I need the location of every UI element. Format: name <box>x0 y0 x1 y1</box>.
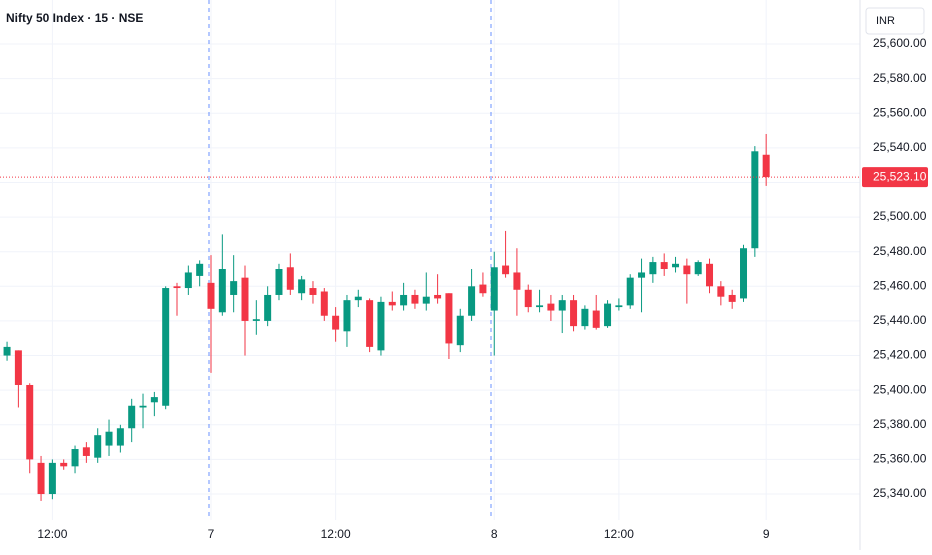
candle-body <box>388 301 396 306</box>
candle-body <box>252 319 260 321</box>
candle-body <box>82 447 90 456</box>
currency-label[interactable]: INR <box>876 15 895 27</box>
y-tick-label: 25,500.00 <box>873 209 927 223</box>
candle-body <box>320 291 328 316</box>
candle-body <box>128 405 136 429</box>
x-tick-label: 9 <box>763 527 770 541</box>
candle-body <box>196 263 204 276</box>
candle-body <box>241 277 249 321</box>
x-tick-label: 7 <box>208 527 215 541</box>
candle-body <box>570 300 578 327</box>
candle-body <box>672 263 680 268</box>
candle-body <box>184 272 192 289</box>
last-price-label: 25,523.10 <box>873 169 927 183</box>
candle-body <box>264 294 272 321</box>
y-tick-label: 25,400.00 <box>873 382 927 396</box>
candle-body <box>558 300 566 311</box>
candle-body <box>377 301 385 351</box>
y-tick-label: 25,560.00 <box>873 105 927 119</box>
candle-body <box>366 300 374 347</box>
candle-body <box>706 263 714 287</box>
candle-body <box>218 269 226 313</box>
candle-body <box>3 346 11 356</box>
candle-body <box>14 350 22 385</box>
candle-body <box>37 462 45 495</box>
candle-body <box>343 300 351 332</box>
candle-body <box>660 262 668 270</box>
candle-body <box>762 154 770 178</box>
y-tick-label: 25,540.00 <box>873 140 927 154</box>
candle-body <box>411 294 419 304</box>
candle-body <box>434 294 442 299</box>
y-tick-label: 25,340.00 <box>873 486 927 500</box>
candle-body <box>445 293 453 344</box>
x-tick-label: 8 <box>491 527 498 541</box>
candle-body <box>717 286 725 297</box>
candle-body <box>456 315 464 346</box>
candle-body <box>694 262 702 275</box>
candle-body <box>626 277 634 306</box>
candle-body <box>139 405 147 408</box>
candle-body <box>48 462 56 495</box>
candle-body <box>105 431 113 446</box>
candle-body <box>592 310 600 328</box>
candle-body <box>615 305 623 308</box>
candle-body <box>524 289 532 308</box>
candle-body <box>94 435 102 458</box>
candle-body <box>547 303 555 311</box>
y-tick-label: 25,380.00 <box>873 417 927 431</box>
grid <box>0 0 860 520</box>
candles <box>0 133 860 501</box>
candle-body <box>751 151 759 249</box>
candle-body <box>150 397 158 403</box>
candle-body <box>207 282 215 309</box>
candle-body <box>286 267 294 290</box>
currency-button[interactable] <box>865 7 925 35</box>
candle-body <box>332 315 340 330</box>
candle-body <box>683 265 691 275</box>
axes: 25,340.00 25,360.00 25,380.00 25,400.00 25,4… <box>37 36 928 541</box>
y-tick-label: 25,460.00 <box>873 278 927 292</box>
candle-body <box>479 284 487 294</box>
candle-body <box>298 279 306 294</box>
candle-body <box>536 305 544 308</box>
candle-body <box>275 269 283 295</box>
candle-body <box>604 303 612 327</box>
candle-body <box>513 272 521 290</box>
candle-body <box>728 294 736 302</box>
candle-body <box>490 267 498 311</box>
x-tick-label: 12:00 <box>321 527 351 541</box>
last-price-box <box>862 167 928 188</box>
candle-body <box>649 262 657 275</box>
candle-body <box>354 296 362 301</box>
candle-body <box>400 294 408 306</box>
candle-body <box>173 286 181 289</box>
candle-body <box>309 288 317 295</box>
y-tick-label: 25,600.00 <box>873 36 927 50</box>
candle-body <box>638 272 646 278</box>
candle-body <box>60 462 68 467</box>
y-tick-label: 25,420.00 <box>873 348 927 362</box>
candle-body <box>422 296 430 304</box>
x-tick-label: 12:00 <box>604 527 634 541</box>
candle-body <box>162 288 170 406</box>
x-tick-label: 12:00 <box>37 527 67 541</box>
candle-body <box>116 428 124 446</box>
y-tick-label: 25,480.00 <box>873 244 927 258</box>
candle-body <box>468 286 476 316</box>
y-tick-label: 25,440.00 <box>873 313 927 327</box>
candle-body <box>230 281 238 295</box>
candle-body <box>581 308 589 327</box>
chart-title: Nifty 50 Index · 15 · NSE <box>6 11 143 25</box>
candle-body <box>71 449 79 467</box>
candle-body <box>502 265 510 275</box>
y-tick-label: 25,360.00 <box>873 452 927 466</box>
candle-body <box>740 248 748 299</box>
candle-body <box>26 384 34 460</box>
y-tick-label: 25,580.00 <box>873 71 927 85</box>
